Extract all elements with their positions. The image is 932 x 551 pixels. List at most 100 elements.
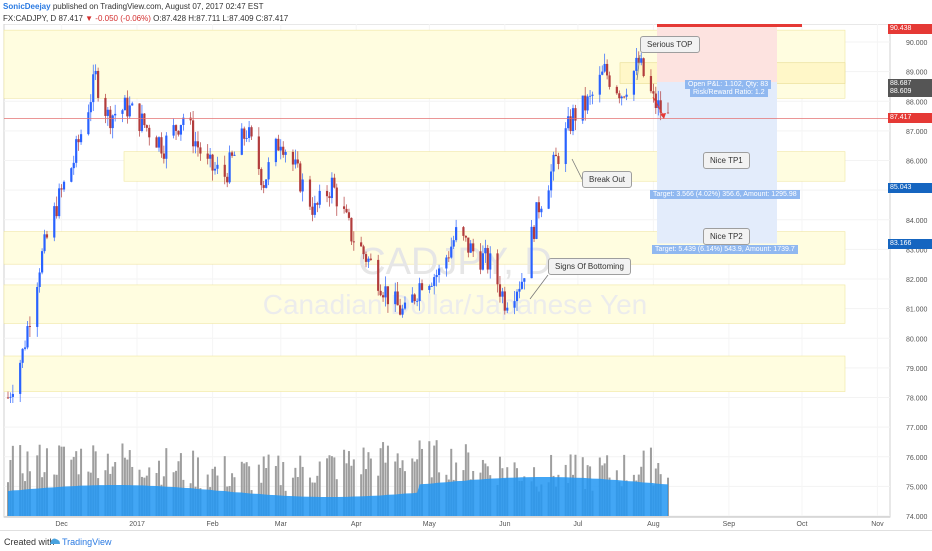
candle-body [620, 96, 623, 99]
candle-body [97, 70, 100, 98]
volume-bar [121, 443, 124, 516]
candle-body [623, 96, 626, 98]
candle-body [79, 134, 83, 143]
candle-body [455, 227, 458, 241]
volume-bar [240, 461, 243, 516]
volume-bar [192, 450, 195, 516]
nice-tp1-callout[interactable]: Nice TP1 [703, 152, 750, 169]
candle-body [503, 291, 506, 311]
volume-bar [399, 467, 402, 516]
volume-bar [649, 447, 652, 516]
high-value: 87.711 [196, 14, 221, 23]
candle-body [581, 95, 584, 121]
candle-body [399, 305, 402, 315]
candle-body [328, 196, 331, 199]
candle-body [489, 253, 492, 270]
volume-bar [128, 450, 131, 516]
candle-body [196, 141, 200, 148]
author-name[interactable]: SonicDeejay [3, 2, 51, 11]
candle-body [55, 206, 58, 217]
break-out-callout[interactable]: Break Out [582, 171, 633, 188]
candle-body [223, 164, 226, 177]
candle-body [325, 190, 329, 197]
volume-bar [9, 459, 12, 516]
candle-body [240, 128, 243, 155]
y-tick-label: 74.000 [906, 514, 928, 521]
volume-bar [384, 462, 387, 516]
volume-bar [248, 466, 251, 516]
candle-body [350, 217, 353, 242]
candle-body [248, 127, 251, 138]
candle-body [557, 156, 560, 165]
candle-body [606, 63, 609, 76]
candle-body [335, 187, 338, 207]
nice-tp2-callout[interactable]: Nice TP2 [703, 228, 750, 245]
candle-body [625, 94, 628, 97]
close-value: 87.417 [263, 14, 289, 23]
volume-bar [282, 462, 285, 516]
candle-body [301, 179, 304, 192]
candle-body [145, 125, 148, 128]
candle-body [92, 74, 95, 103]
candle-body [228, 152, 231, 183]
volume-bar [75, 451, 78, 516]
candle-body [586, 96, 589, 111]
candle-body [128, 105, 131, 117]
candle-body [6, 397, 10, 399]
candle-body [123, 97, 127, 111]
volume-bar [350, 465, 353, 516]
candle-body [530, 226, 533, 279]
candle-body [106, 109, 109, 116]
tradingview-brand[interactable]: TradingView [62, 537, 112, 547]
signs-bottoming-callout[interactable]: Signs Of Bottoming [548, 258, 631, 275]
candle-body [199, 147, 202, 154]
zone-low [3, 355, 846, 392]
candle-body [211, 154, 214, 171]
candle-body [642, 58, 645, 77]
candle-body [537, 202, 541, 213]
serious-top-pointer [636, 54, 641, 81]
candle-body [104, 97, 107, 116]
candle-body [637, 57, 640, 63]
volume-pane [7, 440, 669, 516]
candle-body [174, 125, 178, 131]
volume-bar [36, 455, 39, 516]
y-tick-label: 81.000 [906, 307, 928, 314]
candle-body [632, 70, 636, 95]
volume-bar [330, 456, 333, 516]
candle-body [452, 240, 455, 247]
candle-body [652, 91, 655, 94]
candle-body [126, 97, 129, 117]
candle-body [352, 241, 355, 243]
candle-body [330, 177, 334, 199]
volume-bar [243, 463, 246, 516]
y-tick-label: 76.000 [906, 455, 928, 462]
time-axis[interactable]: Dec 2017 Feb Mar Apr May Jun Jul Aug Sep Oct Nov [4, 516, 890, 528]
candle-body [472, 243, 475, 252]
candle-body [311, 206, 314, 215]
candle-body [450, 246, 453, 258]
serious-top-callout[interactable]: Serious TOP [640, 36, 700, 53]
candle-body [121, 110, 124, 114]
change-arrow-icon: ▼ [85, 14, 94, 23]
candle-body [394, 291, 397, 305]
publish-line: SonicDeejay published on TradingView.com… [3, 2, 263, 11]
candle-body [433, 277, 436, 286]
candle-body [160, 137, 163, 154]
price-chart[interactable]: CADJPY, D Canadian Dollar/Japanese Yen 9… [0, 24, 932, 530]
volume-bar [352, 459, 355, 516]
y-tick-label: 77.000 [906, 425, 928, 432]
change-value: -0.050 (-0.06%) [95, 14, 151, 23]
watermark-name: Canadian Dollar/Japanese Yen [263, 289, 648, 320]
volume-bar [267, 454, 270, 516]
candle-body [603, 63, 606, 72]
x-tick-label: Nov [871, 521, 884, 528]
footer: Created with TradingView [0, 530, 932, 551]
open-value: 87.428 [161, 14, 187, 23]
candle-body [172, 125, 175, 136]
candle-body [467, 237, 470, 253]
volume-bar [63, 446, 66, 516]
high-label: H: [188, 14, 197, 23]
candle-body [191, 120, 195, 147]
candle-body [243, 128, 246, 139]
